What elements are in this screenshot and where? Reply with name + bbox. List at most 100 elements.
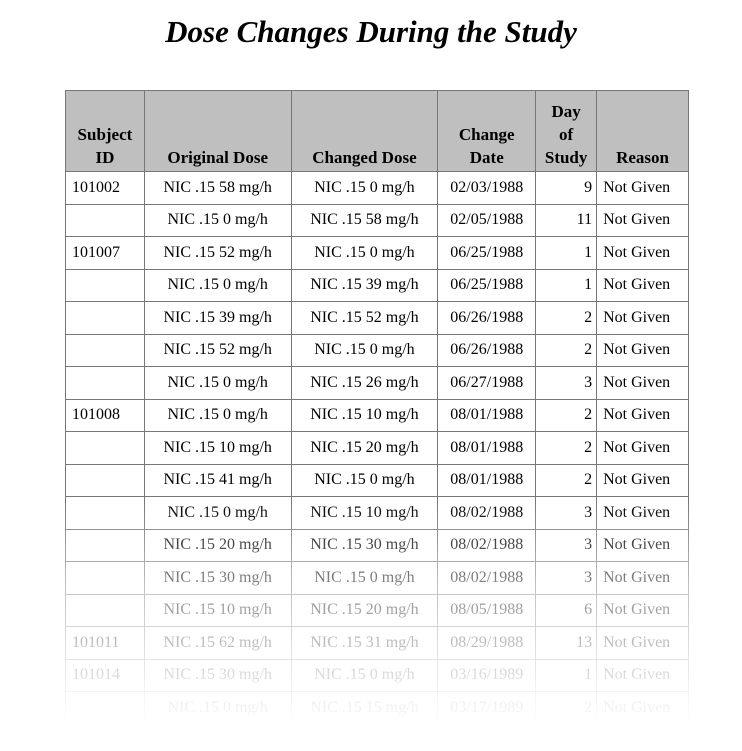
cell-changed-dose: NIC .15 31 mg/h: [290, 626, 439, 660]
table-row: NIC .15 20 mg/h NIC .15 30 mg/h 08/02/1988…: [65, 528, 689, 562]
cell-day-of-study: 2: [535, 398, 598, 432]
cell-reason: Not Given: [596, 333, 689, 367]
header-subject-id: Subject ID: [65, 90, 145, 172]
header-row: Subject ID Original Dose Changed Dose Cha…: [65, 90, 689, 172]
cell-changed-dose: NIC .15 20 mg/h: [290, 593, 439, 627]
cell-original-dose: NIC .15 0 mg/h: [143, 366, 292, 400]
table-row: NIC .15 30 mg/h NIC .15 0 mg/h 08/02/1988 3…: [65, 561, 689, 595]
cell-changed-dose: NIC .15 0 mg/h: [290, 171, 439, 205]
cell-change-date: 06/27/1988: [437, 366, 537, 400]
cell-reason: Not Given: [596, 398, 689, 432]
cell-day-of-study: 2: [535, 463, 598, 497]
header-original-dose: Original Dose: [143, 90, 292, 172]
table-row: NIC .15 10 mg/h NIC .15 20 mg/h 08/01/1988…: [65, 431, 689, 465]
cell-change-date: 06/26/1988: [437, 301, 537, 335]
cell-reason: Not Given: [596, 691, 689, 722]
cell-reason: Not Given: [596, 268, 689, 302]
table-row: NIC .15 0 mg/h NIC .15 58 mg/h 02/05/1988 1…: [65, 203, 689, 237]
cell-change-date: 03/17/1989: [437, 691, 537, 722]
table-row: NIC .15 0 mg/h NIC .15 26 mg/h 06/27/1988 3…: [65, 366, 689, 400]
cell-subject-id: [65, 203, 145, 237]
cell-changed-dose: NIC .15 26 mg/h: [290, 366, 439, 400]
cell-original-dose: NIC .15 0 mg/h: [143, 203, 292, 237]
cell-subject-id: [65, 691, 145, 722]
cell-changed-dose: NIC .15 0 mg/h: [290, 236, 439, 270]
header-change-date: Change Date: [437, 90, 537, 172]
cell-subject-id: [65, 528, 145, 562]
cell-changed-dose: NIC .15 15 mg/h: [290, 691, 439, 722]
cell-day-of-study: 3: [535, 561, 598, 595]
cell-original-dose: NIC .15 30 mg/h: [143, 561, 292, 595]
cell-changed-dose: NIC .15 20 mg/h: [290, 431, 439, 465]
cell-changed-dose: NIC .15 58 mg/h: [290, 203, 439, 237]
cell-day-of-study: 13: [535, 626, 598, 660]
dose-changes-table-container: Subject ID Original Dose Changed Dose Cha…: [65, 90, 689, 722]
cell-original-dose: NIC .15 30 mg/h: [143, 658, 292, 692]
table-row: NIC .15 0 mg/h NIC .15 10 mg/h 08/02/1988 3…: [65, 496, 689, 530]
cell-change-date: 02/03/1988: [437, 171, 537, 205]
cell-original-dose: NIC .15 0 mg/h: [143, 268, 292, 302]
cell-day-of-study: 1: [535, 236, 598, 270]
table-row: NIC .15 52 mg/h NIC .15 0 mg/h 06/26/1988 2…: [65, 333, 689, 367]
cell-change-date: 03/16/1989: [437, 658, 537, 692]
table-row: NIC .15 10 mg/h NIC .15 20 mg/h 08/05/1988…: [65, 593, 689, 627]
cell-day-of-study: 9: [535, 171, 598, 205]
cell-changed-dose: NIC .15 39 mg/h: [290, 268, 439, 302]
cell-reason: Not Given: [596, 561, 689, 595]
header-day-of-study: Day of Study: [535, 90, 598, 172]
cell-day-of-study: 3: [535, 496, 598, 530]
cell-subject-id: [65, 496, 145, 530]
cell-change-date: 08/01/1988: [437, 398, 537, 432]
cell-subject-id: [65, 268, 145, 302]
table-row: 101014 NIC .15 30 mg/h NIC .15 0 mg/h 03/16…: [65, 658, 689, 692]
table-row: 101007 NIC .15 52 mg/h NIC .15 0 mg/h 06/25…: [65, 236, 689, 270]
cell-subject-id: [65, 431, 145, 465]
cell-changed-dose: NIC .15 52 mg/h: [290, 301, 439, 335]
cell-reason: Not Given: [596, 431, 689, 465]
cell-day-of-study: 11: [535, 203, 598, 237]
cell-original-dose: NIC .15 0 mg/h: [143, 496, 292, 530]
table-row: NIC .15 0 mg/h NIC .15 15 mg/h 03/17/1989 2…: [65, 691, 689, 722]
cell-subject-id: 101011: [65, 626, 145, 660]
cell-day-of-study: 2: [535, 431, 598, 465]
cell-reason: Not Given: [596, 658, 689, 692]
cell-changed-dose: NIC .15 0 mg/h: [290, 658, 439, 692]
cell-day-of-study: 2: [535, 691, 598, 722]
cell-subject-id: 101014: [65, 658, 145, 692]
cell-change-date: 08/01/1988: [437, 431, 537, 465]
cell-reason: Not Given: [596, 236, 689, 270]
table-row: 101008 NIC .15 0 mg/h NIC .15 10 mg/h 08/01…: [65, 398, 689, 432]
cell-original-dose: NIC .15 0 mg/h: [143, 398, 292, 432]
cell-reason: Not Given: [596, 203, 689, 237]
cell-reason: Not Given: [596, 171, 689, 205]
dose-changes-table: Subject ID Original Dose Changed Dose Cha…: [65, 90, 689, 722]
cell-day-of-study: 3: [535, 528, 598, 562]
cell-subject-id: [65, 366, 145, 400]
table-row: 101002 NIC .15 58 mg/h NIC .15 0 mg/h 02/03…: [65, 171, 689, 205]
header-reason: Reason: [596, 90, 689, 172]
page-title: Dose Changes During the Study: [165, 14, 577, 49]
cell-original-dose: NIC .15 58 mg/h: [143, 171, 292, 205]
cell-change-date: 08/01/1988: [437, 463, 537, 497]
table-row: NIC .15 41 mg/h NIC .15 0 mg/h 08/01/1988 2…: [65, 463, 689, 497]
cell-subject-id: 101008: [65, 398, 145, 432]
cell-day-of-study: 1: [535, 658, 598, 692]
cell-change-date: 08/29/1988: [437, 626, 537, 660]
cell-reason: Not Given: [596, 626, 689, 660]
cell-day-of-study: 2: [535, 333, 598, 367]
cell-original-dose: NIC .15 20 mg/h: [143, 528, 292, 562]
cell-day-of-study: 1: [535, 268, 598, 302]
cell-reason: Not Given: [596, 528, 689, 562]
cell-day-of-study: 6: [535, 593, 598, 627]
cell-change-date: 06/26/1988: [437, 333, 537, 367]
cell-subject-id: [65, 463, 145, 497]
cell-original-dose: NIC .15 52 mg/h: [143, 333, 292, 367]
cell-subject-id: [65, 593, 145, 627]
cell-changed-dose: NIC .15 0 mg/h: [290, 561, 439, 595]
cell-original-dose: NIC .15 0 mg/h: [143, 691, 292, 722]
cell-reason: Not Given: [596, 301, 689, 335]
cell-reason: Not Given: [596, 463, 689, 497]
cell-original-dose: NIC .15 41 mg/h: [143, 463, 292, 497]
cell-original-dose: NIC .15 10 mg/h: [143, 593, 292, 627]
cell-original-dose: NIC .15 39 mg/h: [143, 301, 292, 335]
